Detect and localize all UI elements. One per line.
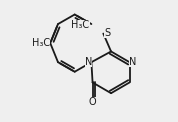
Text: O: O	[89, 97, 96, 107]
Text: N: N	[85, 57, 92, 67]
Text: H₃C: H₃C	[72, 20, 90, 30]
Text: S: S	[104, 28, 110, 38]
Text: N: N	[129, 57, 137, 67]
Text: H₃C: H₃C	[32, 38, 50, 48]
